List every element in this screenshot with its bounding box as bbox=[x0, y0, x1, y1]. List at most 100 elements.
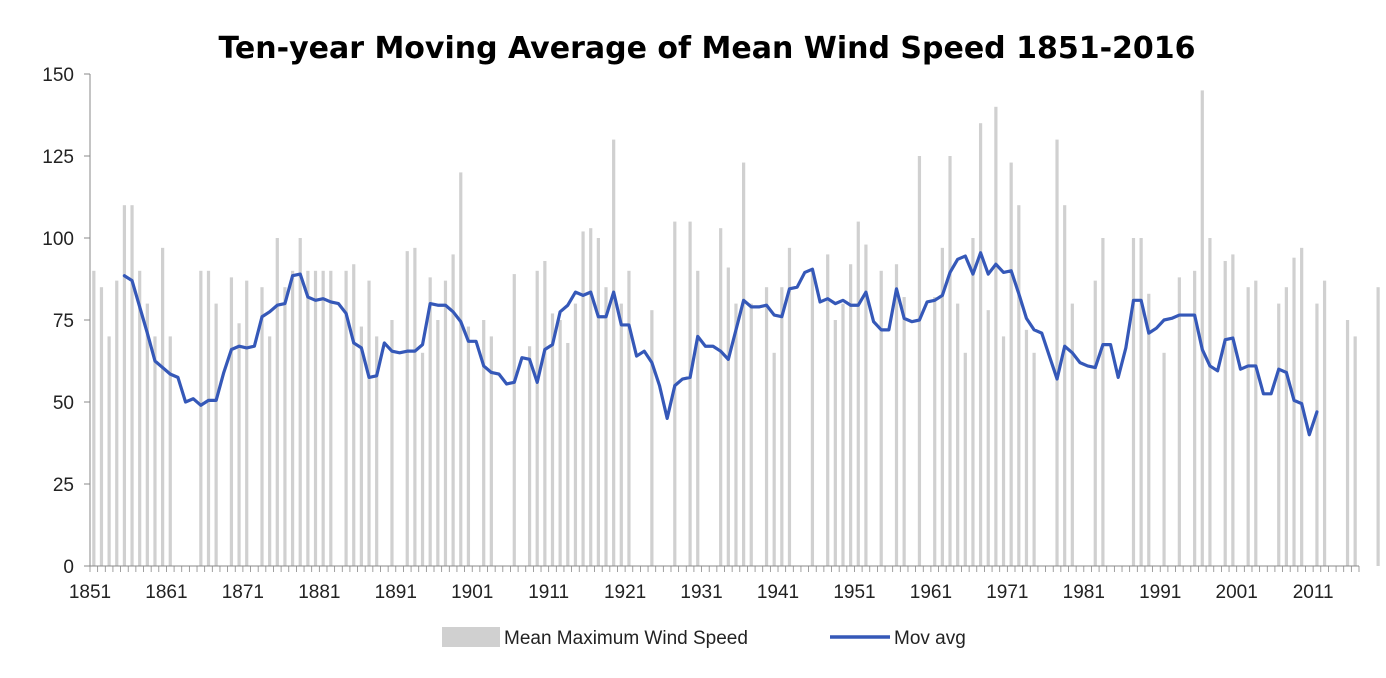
bar-1983 bbox=[1101, 238, 1105, 566]
bar-1973 bbox=[1024, 329, 1029, 566]
bar-1936 bbox=[742, 162, 746, 566]
bar-1859 bbox=[153, 336, 157, 566]
y-tick-label-75: 75 bbox=[53, 311, 74, 332]
bar-1933 bbox=[719, 228, 723, 566]
bar-1949 bbox=[841, 303, 845, 566]
bar-1911 bbox=[550, 313, 555, 566]
bar-2006 bbox=[1277, 303, 1281, 566]
bar-1950 bbox=[849, 264, 853, 566]
bar-1851 bbox=[92, 270, 96, 566]
x-tick-label-2011: 2011 bbox=[1293, 582, 1334, 603]
bar-1940 bbox=[772, 352, 776, 566]
y-tick-label-50: 50 bbox=[53, 393, 74, 414]
bar-1895 bbox=[428, 277, 432, 566]
bar-2008 bbox=[1292, 257, 1296, 566]
bar-1942 bbox=[787, 247, 792, 566]
bar-1871 bbox=[245, 280, 249, 566]
bar-1948 bbox=[833, 320, 837, 566]
bar-1965 bbox=[963, 352, 967, 566]
bar-1857 bbox=[138, 270, 142, 566]
bar-1962 bbox=[940, 247, 944, 566]
x-tick-label-1851: 1851 bbox=[69, 582, 111, 603]
bar-1865 bbox=[199, 270, 203, 566]
bar-1916 bbox=[589, 228, 593, 566]
bar-1969 bbox=[994, 106, 998, 567]
bar-2019 bbox=[1376, 287, 1380, 566]
bar-1882 bbox=[329, 270, 333, 566]
bar-1854 bbox=[115, 280, 119, 566]
bar-1993 bbox=[1177, 277, 1181, 566]
bar-1927 bbox=[673, 221, 677, 566]
bar-1900 bbox=[466, 326, 471, 566]
bar-1964 bbox=[956, 303, 960, 566]
bar-1978 bbox=[1063, 205, 1067, 566]
bar-1995 bbox=[1193, 270, 1197, 566]
bar-1915 bbox=[581, 231, 585, 566]
legend-bar-swatch bbox=[442, 627, 500, 647]
y-tick-label-125: 125 bbox=[42, 147, 74, 168]
bar-1997 bbox=[1208, 238, 1212, 566]
bar-1886 bbox=[359, 326, 363, 566]
x-tick-label-1961: 1961 bbox=[910, 582, 952, 603]
bar-1988 bbox=[1139, 238, 1143, 566]
bar-1924 bbox=[650, 310, 654, 566]
bar-1977 bbox=[1055, 139, 1059, 566]
bar-1899 bbox=[459, 172, 463, 566]
bar-1970 bbox=[1001, 336, 1006, 566]
x-tick-label-1991: 1991 bbox=[1139, 582, 1181, 603]
y-tick-label-150: 150 bbox=[42, 65, 74, 86]
bar-1894 bbox=[420, 352, 425, 566]
bar-1961 bbox=[933, 297, 937, 566]
bar-1966 bbox=[971, 238, 975, 566]
bar-2016 bbox=[1353, 336, 1357, 566]
bar-1893 bbox=[413, 247, 417, 566]
bar-1972 bbox=[1017, 205, 1021, 566]
bar-1877 bbox=[290, 270, 295, 566]
x-tick-label-1971: 1971 bbox=[986, 582, 1028, 603]
bar-1952 bbox=[864, 244, 868, 566]
bar-1890 bbox=[390, 320, 394, 566]
bar-1910 bbox=[543, 260, 547, 566]
bar-1919 bbox=[612, 139, 616, 566]
bar-1991 bbox=[1162, 352, 1166, 566]
bar-2011 bbox=[1315, 303, 1319, 566]
bar-1866 bbox=[206, 270, 211, 566]
legend-line-label: Mov avg bbox=[894, 628, 966, 649]
bar-2002 bbox=[1246, 287, 1250, 566]
bar-1987 bbox=[1131, 238, 1136, 566]
chart-title: Ten-year Moving Average of Mean Wind Spe… bbox=[218, 31, 1195, 66]
bar-1888 bbox=[375, 336, 379, 566]
bar-1929 bbox=[688, 221, 692, 566]
bar-1897 bbox=[443, 280, 448, 566]
bar-1957 bbox=[902, 297, 906, 566]
bar-1853 bbox=[107, 336, 111, 566]
bar-1878 bbox=[298, 238, 302, 566]
bar-1930 bbox=[696, 270, 700, 566]
bar-1921 bbox=[627, 270, 631, 566]
x-tick-label-1921: 1921 bbox=[604, 582, 646, 603]
x-tick-label-1931: 1931 bbox=[680, 582, 722, 603]
bar-1963 bbox=[948, 156, 952, 566]
bar-1874 bbox=[268, 336, 272, 566]
bar-1982 bbox=[1093, 280, 1097, 566]
bar-1869 bbox=[229, 277, 234, 566]
bars-layer bbox=[92, 90, 1380, 567]
bar-2000 bbox=[1231, 254, 1235, 566]
bar-1937 bbox=[749, 303, 753, 566]
bar-1935 bbox=[734, 303, 738, 566]
axis-layer: 0 25 50 75 100 125 150 1851 1861 1871 1881 1891 1901… bbox=[42, 65, 1360, 603]
bar-1934 bbox=[726, 267, 730, 566]
x-tick-label-1881: 1881 bbox=[298, 582, 340, 603]
bar-1856 bbox=[130, 205, 134, 566]
bar-2012 bbox=[1322, 280, 1327, 566]
bar-1906 bbox=[512, 274, 516, 566]
bar-1979 bbox=[1070, 303, 1074, 566]
bar-1896 bbox=[436, 320, 440, 566]
bar-1954 bbox=[879, 270, 883, 566]
bar-1959 bbox=[917, 156, 922, 566]
bar-1968 bbox=[986, 310, 990, 566]
bar-1956 bbox=[894, 264, 899, 566]
x-tick-label-1901: 1901 bbox=[451, 582, 493, 603]
bar-1879 bbox=[306, 270, 310, 566]
